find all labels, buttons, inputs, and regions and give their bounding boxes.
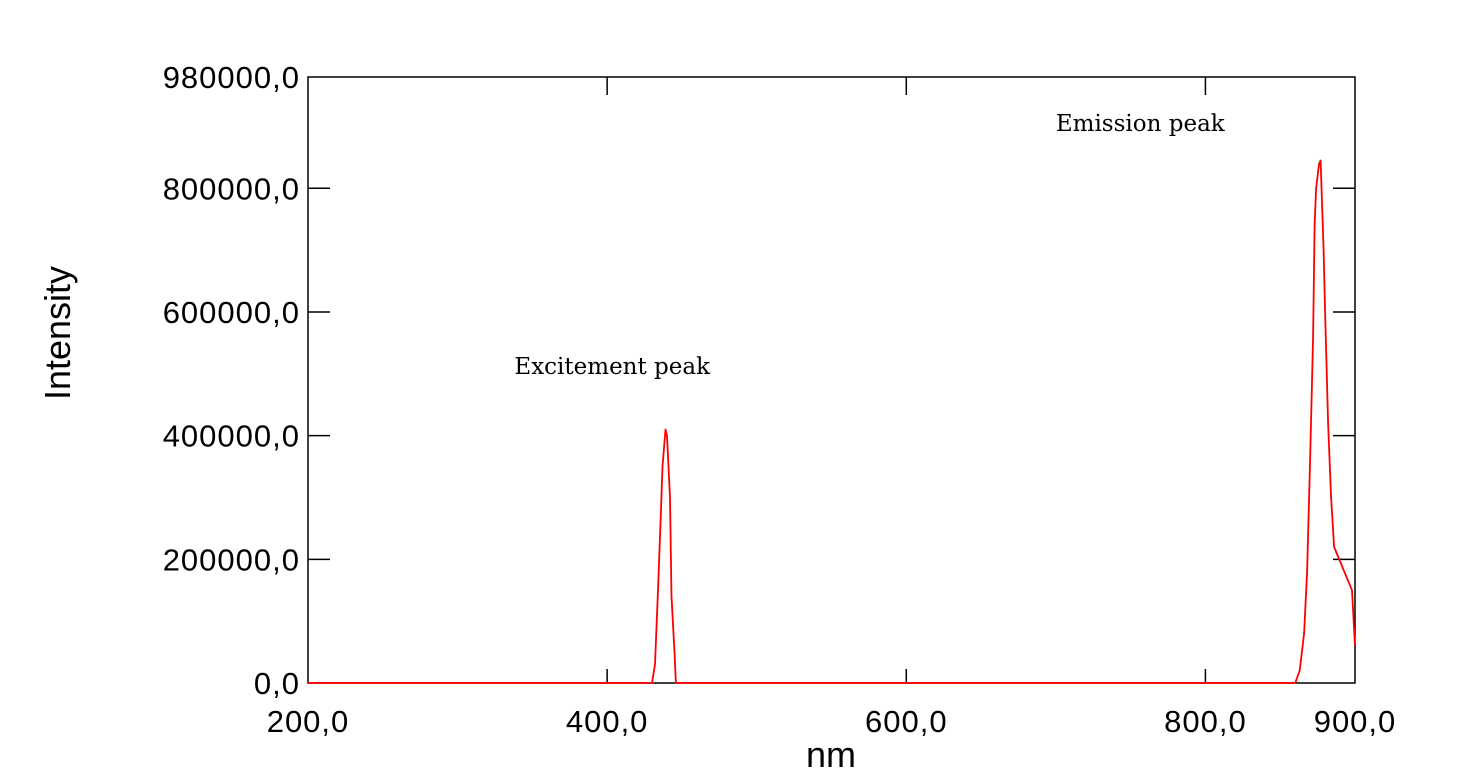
y-tick-label: 200000,0 xyxy=(163,542,300,577)
y-tick-label: 800000,0 xyxy=(163,171,300,206)
x-axis-title: nm xyxy=(806,734,856,770)
x-tick-label: 900,0 xyxy=(1314,704,1397,739)
series-layer xyxy=(308,159,1356,684)
y-tick-label: 600000,0 xyxy=(163,295,300,330)
peak-annotation: Emission peak xyxy=(1056,111,1226,137)
x-tick-label: 600,0 xyxy=(865,704,948,739)
plot-area xyxy=(307,76,1356,684)
y-tick-label: 400000,0 xyxy=(163,419,300,454)
peak-annotation: Excitement peak xyxy=(514,354,711,380)
y-tick-label: 980000,0 xyxy=(163,60,300,95)
labels-layer: 200,0 400,0 600,0 800,0 900,0 0,0 200000,0 4000… xyxy=(163,60,1397,739)
x-tick-label: 400,0 xyxy=(566,704,649,739)
ticks-layer xyxy=(308,77,1355,683)
series-line xyxy=(308,159,1356,684)
y-tick-label: 0,0 xyxy=(254,666,300,701)
x-tick-label: 200,0 xyxy=(267,704,350,739)
y-axis-title: Intensity xyxy=(37,266,78,400)
x-tick-label: 800,0 xyxy=(1164,704,1247,739)
